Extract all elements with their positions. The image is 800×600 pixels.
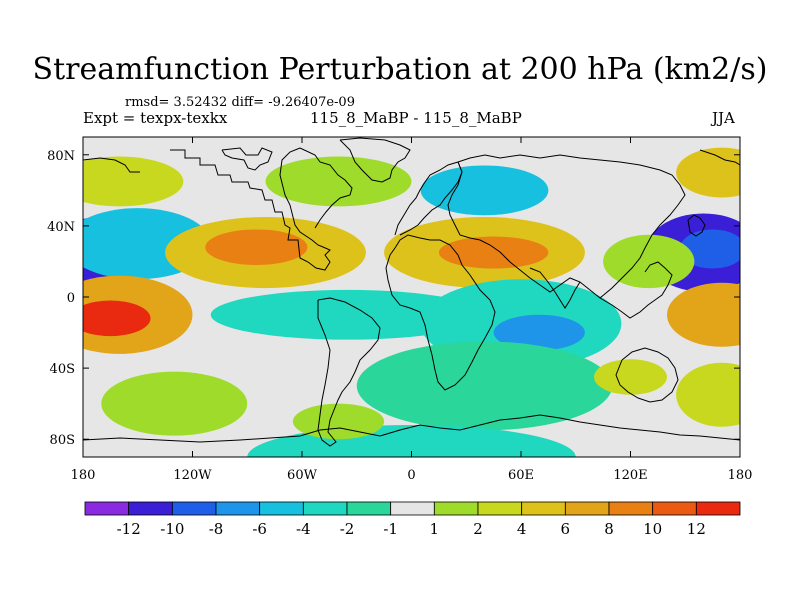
colorbar-label-11: 8 bbox=[604, 520, 614, 538]
coastline-hudson bbox=[221, 147, 273, 171]
colorbar-label-1: -10 bbox=[160, 520, 184, 538]
coastline-canada-east bbox=[299, 147, 353, 229]
case-label: 115_8_MaBP - 115_8_MaBP bbox=[310, 109, 522, 127]
colorbar-swatch-12 bbox=[608, 501, 654, 516]
contour-region-20 bbox=[667, 282, 740, 347]
colorbar-label-12: 10 bbox=[643, 520, 662, 538]
season-label: JJA bbox=[712, 109, 735, 127]
y-tick-label-2: 0 bbox=[67, 291, 75, 306]
contour-region-3 bbox=[679, 229, 740, 269]
colorbar-label-6: -1 bbox=[383, 520, 398, 538]
coastline-asia bbox=[447, 154, 686, 299]
colorbar-swatch-11 bbox=[564, 501, 610, 516]
x-tick-label-2: 60W bbox=[287, 468, 318, 483]
coastline-africa bbox=[385, 234, 496, 391]
colorbar-label-3: -6 bbox=[252, 520, 267, 538]
contour-region-18 bbox=[356, 341, 613, 431]
colorbar-swatch-1 bbox=[128, 501, 173, 516]
x-tick-label-0: 180 bbox=[71, 468, 96, 483]
coastline-north-america bbox=[170, 147, 331, 271]
colorbar-label-7: 1 bbox=[430, 520, 440, 538]
contour-region-10 bbox=[438, 236, 549, 269]
colorbar-swatch-9 bbox=[477, 501, 523, 516]
colorbar-swatch-5 bbox=[302, 501, 348, 516]
colorbar-swatch-6 bbox=[346, 501, 392, 516]
colorbar-label-5: -2 bbox=[340, 520, 355, 538]
contour-region-13 bbox=[676, 147, 740, 198]
map-axes: 180 120W 60W 0 60E 120E 180 80N 40N 0 40S 80S bbox=[47, 137, 752, 483]
colorbar-swatch-0 bbox=[84, 501, 130, 516]
coastline-india bbox=[529, 267, 581, 309]
experiment-label: Expt = texpx-texkx bbox=[83, 109, 228, 127]
colorbar-label-13: 12 bbox=[687, 520, 706, 538]
x-tick-label-3: 0 bbox=[407, 468, 415, 483]
x-tick-label-5: 120E bbox=[613, 468, 647, 483]
x-tick-label-1: 120W bbox=[173, 468, 212, 483]
contour-region-25 bbox=[101, 371, 248, 436]
colorbar-label-9: 4 bbox=[517, 520, 527, 538]
x-tick-label-4: 60E bbox=[508, 468, 534, 483]
contour-region-8 bbox=[205, 229, 308, 265]
contour-region-24 bbox=[603, 234, 695, 289]
contour-region-11 bbox=[420, 165, 549, 216]
colorbar-label-2: -8 bbox=[209, 520, 224, 538]
coastlines bbox=[83, 137, 740, 447]
contour-region-6 bbox=[83, 300, 151, 337]
colorbar-label-10: 6 bbox=[561, 520, 571, 538]
coastline-se-asia bbox=[599, 261, 673, 319]
contour-region-23 bbox=[594, 359, 667, 395]
y-tick-label-3: 40S bbox=[50, 362, 75, 377]
coastline-siberia-east bbox=[699, 149, 740, 166]
coastline-alaska bbox=[83, 157, 140, 173]
colorbar-swatch-13 bbox=[652, 501, 697, 516]
contour-field bbox=[83, 137, 740, 457]
y-tick-label-1: 40N bbox=[47, 220, 75, 235]
rmsd-diff-stats: rmsd= 3.52432 diff= -9.26407e-09 bbox=[125, 95, 355, 110]
colorbar-swatch-2 bbox=[171, 501, 217, 516]
contour-region-14 bbox=[265, 156, 412, 207]
colorbar-swatch-10 bbox=[521, 501, 566, 516]
contour-region-12 bbox=[83, 156, 184, 207]
coastline-greenland bbox=[339, 137, 411, 183]
y-tick-label-4: 80S bbox=[50, 433, 75, 448]
colorbar: -12 -10 -8 -6 -4 -2 -1 1 2 4 6 8 10 12 bbox=[84, 501, 741, 538]
colorbar-swatch-14 bbox=[695, 501, 741, 516]
colorbar-swatch-7 bbox=[390, 501, 435, 516]
contour-region-21 bbox=[676, 362, 740, 427]
chart-title: Streamfunction Perturbation at 200 hPa (… bbox=[32, 52, 768, 87]
x-tick-label-6: 180 bbox=[728, 468, 753, 483]
colorbar-swatch-3 bbox=[215, 501, 261, 516]
coastline-australia bbox=[615, 347, 679, 403]
coastline-japan bbox=[687, 214, 706, 237]
y-tick-label-0: 80N bbox=[47, 149, 75, 164]
colorbar-label-4: -4 bbox=[296, 520, 311, 538]
contour-region-15 bbox=[210, 289, 485, 340]
colorbar-label-0: -12 bbox=[117, 520, 141, 538]
colorbar-swatch-4 bbox=[259, 501, 304, 516]
colorbar-swatch-8 bbox=[433, 501, 479, 516]
coastline-south-america bbox=[317, 297, 381, 447]
contour-region-17 bbox=[493, 314, 585, 351]
coastline-antarctica bbox=[83, 414, 740, 443]
contour-region-22 bbox=[292, 403, 385, 440]
colorbar-label-8: 2 bbox=[473, 520, 483, 538]
